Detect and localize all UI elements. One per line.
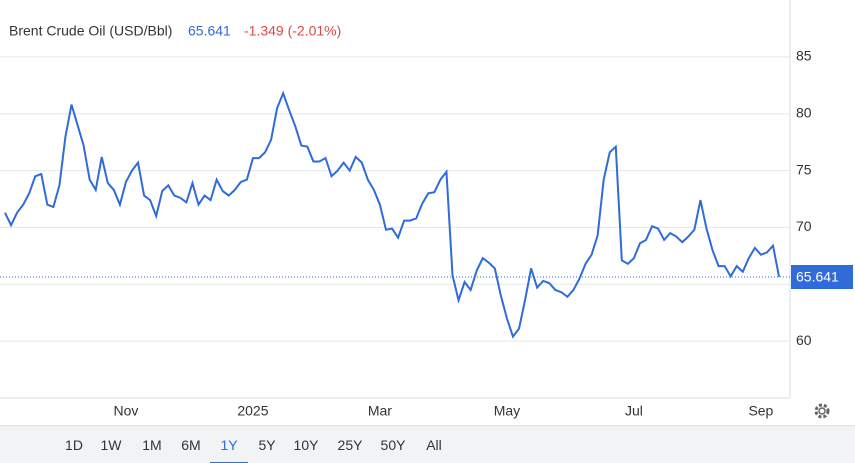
range-button[interactable]: 6M — [181, 437, 201, 453]
current-price-label: 65.641 — [796, 269, 839, 285]
x-tick-label: Sep — [748, 403, 773, 419]
price-line — [4, 90, 781, 339]
x-tick-label: 2025 — [237, 403, 268, 419]
price-change: -1.349 (-2.01%) — [244, 23, 341, 39]
range-button[interactable]: 1W — [100, 437, 122, 453]
x-tick-label: Mar — [368, 403, 392, 419]
range-button[interactable]: All — [426, 437, 442, 453]
y-tick-label: 85 — [796, 48, 812, 64]
range-button[interactable]: 1M — [142, 437, 162, 453]
y-tick-label: 75 — [796, 161, 812, 177]
range-button[interactable]: 10Y — [293, 437, 319, 453]
current-price: 65.641 — [188, 23, 231, 39]
chart: Brent Crude Oil (USD/Bbl) 65.641 -1.349 … — [0, 0, 853, 419]
range-button[interactable]: 1D — [65, 437, 83, 453]
range-button[interactable]: 5Y — [258, 437, 276, 453]
x-tick-label: Nov — [113, 403, 138, 419]
y-tick-label: 80 — [796, 104, 812, 120]
range-button[interactable]: 25Y — [337, 437, 363, 453]
x-tick-label: Jul — [625, 403, 643, 419]
range-bar: 1D 1W 1M 6M 1Y 5Y 10Y 25Y 50Y All — [0, 425, 855, 463]
chart-title: Brent Crude Oil (USD/Bbl) — [9, 23, 172, 39]
settings-icon[interactable] — [814, 403, 830, 419]
range-button[interactable]: 50Y — [380, 437, 406, 453]
range-button[interactable]: 1Y — [210, 426, 248, 463]
current-price-box — [791, 264, 853, 289]
x-tick-label: May — [494, 403, 520, 419]
y-tick-label: 60 — [796, 332, 812, 348]
y-tick-label: 70 — [796, 218, 812, 234]
